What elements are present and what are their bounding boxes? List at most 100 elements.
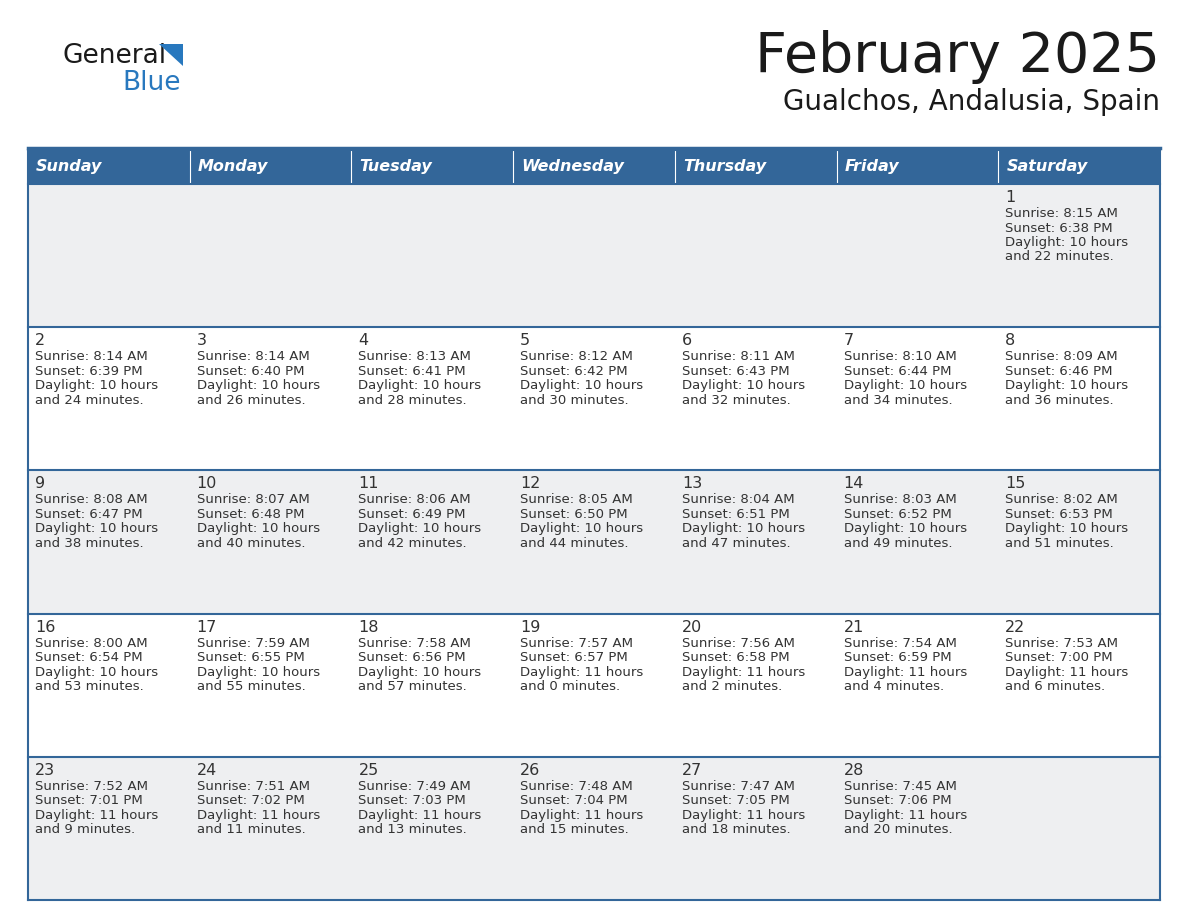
Text: Sunrise: 7:48 AM: Sunrise: 7:48 AM [520,779,633,793]
Text: and 0 minutes.: and 0 minutes. [520,680,620,693]
Text: Thursday: Thursday [683,160,766,174]
Text: Sunrise: 7:59 AM: Sunrise: 7:59 AM [197,636,310,650]
Text: Daylight: 10 hours: Daylight: 10 hours [197,522,320,535]
Text: and 40 minutes.: and 40 minutes. [197,537,305,550]
Text: Sunrise: 8:12 AM: Sunrise: 8:12 AM [520,350,633,364]
Bar [998,150,1159,184]
Text: Sunrise: 7:52 AM: Sunrise: 7:52 AM [34,779,148,793]
Bar [352,613,513,756]
Text: and 28 minutes.: and 28 minutes. [359,394,467,407]
Bar [513,613,675,756]
Text: and 53 minutes.: and 53 minutes. [34,680,144,693]
Text: General: General [62,43,166,69]
Text: and 32 minutes.: and 32 minutes. [682,394,790,407]
Text: Sunset: 6:46 PM: Sunset: 6:46 PM [1005,364,1113,377]
Text: and 4 minutes.: and 4 minutes. [843,680,943,693]
Text: 8: 8 [1005,333,1016,348]
Text: Sunrise: 7:45 AM: Sunrise: 7:45 AM [843,779,956,793]
Bar [836,613,998,756]
Text: February 2025: February 2025 [756,30,1159,84]
Bar [29,150,190,184]
Text: Sunset: 7:01 PM: Sunset: 7:01 PM [34,794,143,807]
Text: Sunset: 6:44 PM: Sunset: 6:44 PM [843,364,952,377]
Text: Friday: Friday [845,160,899,174]
Text: 2: 2 [34,333,45,348]
Text: Sunset: 6:57 PM: Sunset: 6:57 PM [520,651,628,664]
Text: Sunrise: 8:08 AM: Sunrise: 8:08 AM [34,493,147,507]
Text: 12: 12 [520,476,541,491]
Text: Sunset: 6:51 PM: Sunset: 6:51 PM [682,508,790,521]
Text: Sunrise: 8:13 AM: Sunrise: 8:13 AM [359,350,472,364]
Text: 16: 16 [34,620,56,634]
Text: and 6 minutes.: and 6 minutes. [1005,680,1105,693]
Text: Sunset: 6:38 PM: Sunset: 6:38 PM [1005,221,1113,234]
Text: Sunrise: 7:56 AM: Sunrise: 7:56 AM [682,636,795,650]
Text: 22: 22 [1005,620,1025,634]
Bar [513,470,675,613]
Text: and 38 minutes.: and 38 minutes. [34,537,144,550]
Text: and 20 minutes.: and 20 minutes. [843,823,953,836]
Text: Sunrise: 8:09 AM: Sunrise: 8:09 AM [1005,350,1118,364]
Text: 26: 26 [520,763,541,778]
Bar [513,327,675,470]
Text: and 55 minutes.: and 55 minutes. [197,680,305,693]
Text: Sunrise: 7:51 AM: Sunrise: 7:51 AM [197,779,310,793]
Text: Sunset: 7:00 PM: Sunset: 7:00 PM [1005,651,1113,664]
Bar [190,327,352,470]
Text: 20: 20 [682,620,702,634]
Text: Sunrise: 8:04 AM: Sunrise: 8:04 AM [682,493,795,507]
Text: 4: 4 [359,333,368,348]
Bar [29,613,190,756]
Text: and 18 minutes.: and 18 minutes. [682,823,790,836]
Text: and 11 minutes.: and 11 minutes. [197,823,305,836]
Text: and 34 minutes.: and 34 minutes. [843,394,953,407]
Text: Sunset: 6:55 PM: Sunset: 6:55 PM [197,651,304,664]
Text: Sunset: 6:49 PM: Sunset: 6:49 PM [359,508,466,521]
Text: Daylight: 11 hours: Daylight: 11 hours [520,666,644,678]
Text: Daylight: 10 hours: Daylight: 10 hours [682,522,805,535]
Text: Daylight: 11 hours: Daylight: 11 hours [197,809,320,822]
Text: Daylight: 11 hours: Daylight: 11 hours [843,666,967,678]
Text: 1: 1 [1005,190,1016,205]
Text: Sunset: 7:04 PM: Sunset: 7:04 PM [520,794,627,807]
Text: Daylight: 10 hours: Daylight: 10 hours [843,379,967,392]
Text: Sunrise: 7:58 AM: Sunrise: 7:58 AM [359,636,472,650]
Text: Daylight: 10 hours: Daylight: 10 hours [843,522,967,535]
Text: and 42 minutes.: and 42 minutes. [359,537,467,550]
Text: 11: 11 [359,476,379,491]
Text: 13: 13 [682,476,702,491]
Text: 21: 21 [843,620,864,634]
Bar [352,327,513,470]
Text: Daylight: 10 hours: Daylight: 10 hours [34,379,158,392]
Text: 27: 27 [682,763,702,778]
Text: Sunset: 6:40 PM: Sunset: 6:40 PM [197,364,304,377]
Text: Daylight: 11 hours: Daylight: 11 hours [682,809,805,822]
Bar [675,184,836,327]
Text: Sunrise: 8:11 AM: Sunrise: 8:11 AM [682,350,795,364]
Bar [29,756,190,900]
Text: 5: 5 [520,333,530,348]
Text: and 30 minutes.: and 30 minutes. [520,394,628,407]
Bar [190,613,352,756]
Bar [29,327,190,470]
Text: Sunday: Sunday [36,160,102,174]
Text: Daylight: 10 hours: Daylight: 10 hours [520,379,643,392]
Bar [998,756,1159,900]
Text: 17: 17 [197,620,217,634]
Text: Daylight: 10 hours: Daylight: 10 hours [197,379,320,392]
Text: Sunset: 6:56 PM: Sunset: 6:56 PM [359,651,466,664]
Text: Sunset: 6:54 PM: Sunset: 6:54 PM [34,651,143,664]
Text: Daylight: 11 hours: Daylight: 11 hours [843,809,967,822]
Text: and 47 minutes.: and 47 minutes. [682,537,790,550]
Text: Daylight: 11 hours: Daylight: 11 hours [359,809,481,822]
Text: 7: 7 [843,333,854,348]
Text: Sunrise: 8:02 AM: Sunrise: 8:02 AM [1005,493,1118,507]
Text: Saturday: Saturday [1006,160,1087,174]
Text: Daylight: 10 hours: Daylight: 10 hours [1005,522,1129,535]
Text: 15: 15 [1005,476,1025,491]
Bar [675,150,836,184]
Text: Sunrise: 8:14 AM: Sunrise: 8:14 AM [34,350,147,364]
Text: Monday: Monday [197,160,268,174]
Text: Daylight: 10 hours: Daylight: 10 hours [359,666,481,678]
Text: Daylight: 10 hours: Daylight: 10 hours [197,666,320,678]
